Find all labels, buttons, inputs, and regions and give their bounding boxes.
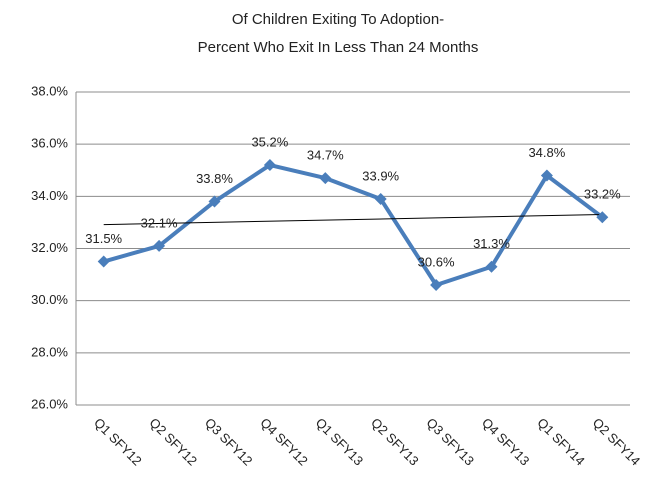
data-point	[430, 279, 443, 292]
chart-title: Of Children Exiting To Adoption-	[232, 11, 444, 28]
y-tick-label: 30.0%	[31, 292, 68, 307]
data-point	[540, 169, 553, 182]
data-point	[485, 260, 498, 273]
x-tick-label: Q3 SFY12	[202, 415, 256, 469]
y-tick-label: 26.0%	[31, 396, 68, 411]
y-tick-label: 38.0%	[31, 83, 68, 98]
x-tick-label: Q1 SFY12	[91, 415, 145, 469]
x-tick-label: Q2 SFY14	[590, 415, 644, 469]
x-tick-label: Q3 SFY13	[424, 415, 478, 469]
data-label: 30.6%	[418, 254, 455, 269]
y-tick-label: 36.0%	[31, 136, 68, 151]
data-point	[374, 192, 387, 205]
y-tick-label: 28.0%	[31, 344, 68, 359]
x-tick-label: Q4 SFY13	[479, 415, 533, 469]
data-point	[596, 211, 609, 224]
data-label: 31.5%	[85, 231, 122, 246]
chart-subtitle: Percent Who Exit In Less Than 24 Months	[198, 39, 479, 56]
trendline	[103, 213, 603, 226]
data-point	[97, 255, 110, 268]
y-tick-label: 32.0%	[31, 240, 68, 255]
x-tick-label: Q1 SFY14	[534, 415, 588, 469]
data-label: 35.2%	[251, 134, 288, 149]
x-tick-label: Q1 SFY13	[313, 415, 367, 469]
x-tick-label: Q2 SFY13	[368, 415, 422, 469]
data-label: 32.1%	[141, 215, 178, 230]
data-label: 34.7%	[307, 148, 344, 163]
x-tick-label: Q2 SFY12	[147, 415, 201, 469]
data-point	[263, 159, 276, 172]
data-label: 34.8%	[528, 145, 565, 160]
data-point	[208, 195, 221, 208]
data-label: 33.2%	[584, 187, 621, 202]
y-tick-label: 34.0%	[31, 188, 68, 203]
data-label: 33.8%	[196, 171, 233, 186]
data-label: 33.9%	[362, 168, 399, 183]
data-point	[319, 172, 332, 185]
data-label: 31.3%	[473, 236, 510, 251]
data-point	[153, 239, 166, 252]
x-tick-label: Q4 SFY12	[257, 415, 311, 469]
series-line	[103, 163, 604, 288]
